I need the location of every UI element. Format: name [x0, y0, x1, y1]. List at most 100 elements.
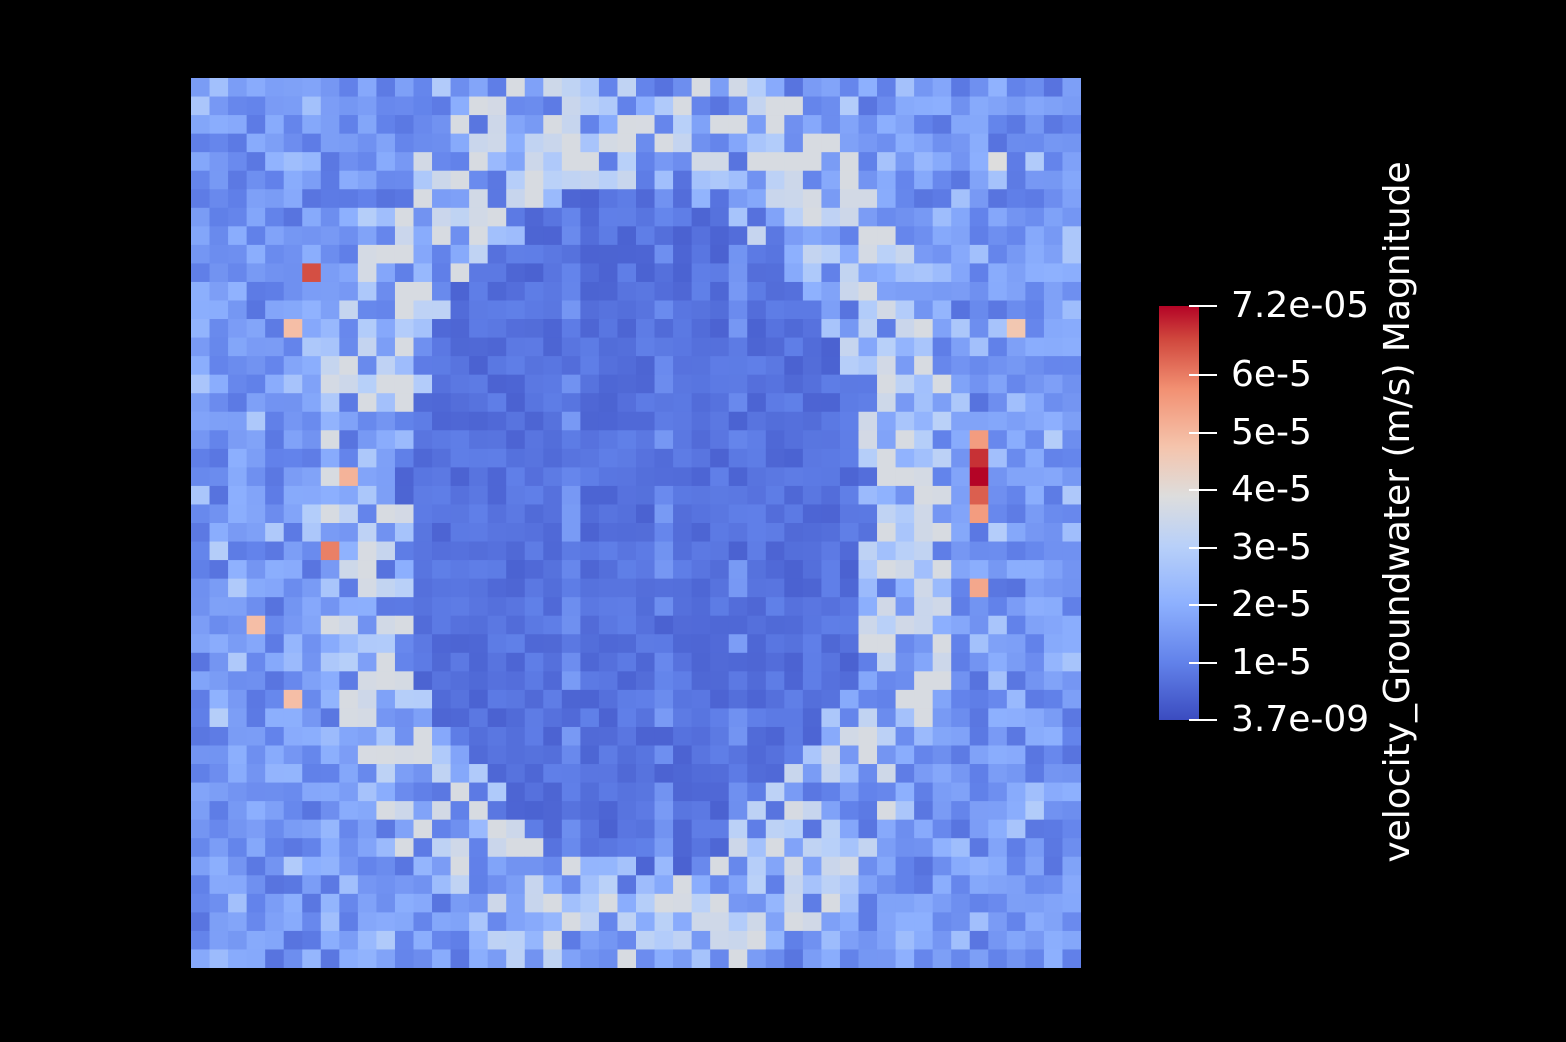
heatmap-cell	[765, 300, 785, 320]
heatmap-cell	[506, 430, 526, 450]
heatmap-cell	[543, 949, 563, 968]
heatmap-cell	[320, 560, 340, 580]
heatmap-cell	[1062, 893, 1081, 913]
heatmap-cell	[969, 523, 989, 542]
heatmap-cell	[339, 115, 359, 135]
heatmap-cell	[413, 615, 433, 635]
heatmap-cell	[543, 133, 563, 153]
heatmap-cell	[487, 300, 507, 320]
heatmap-cell	[320, 263, 340, 283]
heatmap-cell	[228, 467, 248, 487]
heatmap-cell	[673, 949, 693, 968]
heatmap-cell	[339, 448, 359, 468]
heatmap-cell	[376, 560, 396, 580]
heatmap-cell	[765, 504, 785, 524]
heatmap-cell	[506, 152, 526, 172]
heatmap-cell	[357, 356, 377, 376]
heatmap-cell	[988, 893, 1008, 913]
heatmap-cell	[858, 207, 878, 227]
heatmap-cell	[914, 541, 934, 561]
heatmap-cell	[394, 578, 414, 598]
heatmap-cell	[1043, 782, 1063, 802]
heatmap-cell	[1043, 708, 1063, 728]
heatmap-cell	[450, 893, 470, 913]
heatmap-cell	[654, 652, 674, 672]
heatmap-cell	[821, 467, 841, 487]
heatmap-cell	[339, 467, 359, 487]
heatmap-cell	[636, 523, 655, 542]
heatmap-cell	[617, 560, 637, 580]
heatmap-cell	[969, 949, 989, 968]
heatmap-cell	[524, 244, 544, 264]
heatmap-cell	[951, 411, 971, 431]
heatmap-cell	[1025, 819, 1045, 839]
heatmap-cell	[487, 930, 507, 950]
heatmap-cell	[654, 319, 674, 338]
heatmap-cell	[1006, 523, 1026, 542]
heatmap-cell	[394, 281, 414, 301]
heatmap-cell	[246, 708, 266, 728]
heatmap-cell	[969, 374, 989, 394]
heatmap-cell	[1043, 226, 1063, 246]
heatmap-cell	[339, 189, 359, 209]
heatmap-cell	[302, 893, 322, 913]
heatmap-cell	[932, 708, 952, 728]
heatmap-cell	[1062, 708, 1081, 728]
heatmap-cell	[413, 300, 433, 320]
heatmap-cell	[858, 689, 878, 709]
heatmap-cell	[747, 856, 767, 876]
heatmap-cell	[839, 689, 859, 709]
heatmap-cell	[580, 782, 600, 802]
heatmap-cell	[228, 615, 248, 635]
heatmap-cell	[561, 467, 581, 487]
heatmap-cell	[580, 207, 600, 227]
heatmap-cell	[487, 430, 507, 450]
heatmap-cell	[802, 615, 822, 635]
heatmap-cell	[877, 485, 896, 505]
heatmap-cell	[1025, 189, 1045, 209]
heatmap-cell	[1062, 244, 1081, 264]
heatmap-cell	[858, 893, 878, 913]
heatmap-cell	[246, 689, 266, 709]
heatmap-cell	[394, 356, 414, 376]
heatmap-cell	[969, 689, 989, 709]
heatmap-cell	[320, 597, 340, 617]
heatmap-cell	[469, 615, 489, 635]
heatmap-cell	[543, 652, 563, 672]
heatmap-cell	[283, 801, 303, 821]
heatmap-cell	[432, 671, 451, 691]
heatmap-cell	[302, 96, 322, 116]
heatmap-cell	[394, 782, 414, 802]
heatmap-cell	[283, 430, 303, 450]
heatmap-cell	[988, 393, 1008, 413]
heatmap-cell	[1062, 356, 1081, 376]
heatmap-cell	[636, 801, 655, 821]
heatmap-cell	[673, 578, 693, 598]
heatmap-cell	[320, 374, 340, 394]
heatmap-cell	[320, 930, 340, 950]
heatmap-cell	[524, 875, 544, 895]
heatmap-cell	[432, 356, 451, 376]
heatmap-cell	[784, 893, 804, 913]
heatmap-cell	[617, 263, 637, 283]
heatmap-cell	[580, 745, 600, 765]
heatmap-cell	[469, 244, 489, 264]
heatmap-cell	[895, 207, 915, 227]
heatmap-cell	[802, 745, 822, 765]
heatmap-cell	[506, 300, 526, 320]
heatmap-cell	[209, 78, 229, 97]
heatmap-cell	[339, 560, 359, 580]
heatmap-cell	[951, 634, 971, 654]
heatmap-cell	[1025, 597, 1045, 617]
heatmap-cell	[747, 133, 767, 153]
heatmap-cell	[580, 319, 600, 338]
heatmap-cell	[506, 875, 526, 895]
heatmap-cell	[302, 652, 322, 672]
heatmap-cell	[895, 133, 915, 153]
heatmap-cell	[1006, 393, 1026, 413]
heatmap-cell	[914, 523, 934, 542]
heatmap-cell	[1025, 689, 1045, 709]
heatmap-cell	[191, 893, 210, 913]
heatmap-cell	[357, 115, 377, 135]
heatmap-cell	[617, 485, 637, 505]
